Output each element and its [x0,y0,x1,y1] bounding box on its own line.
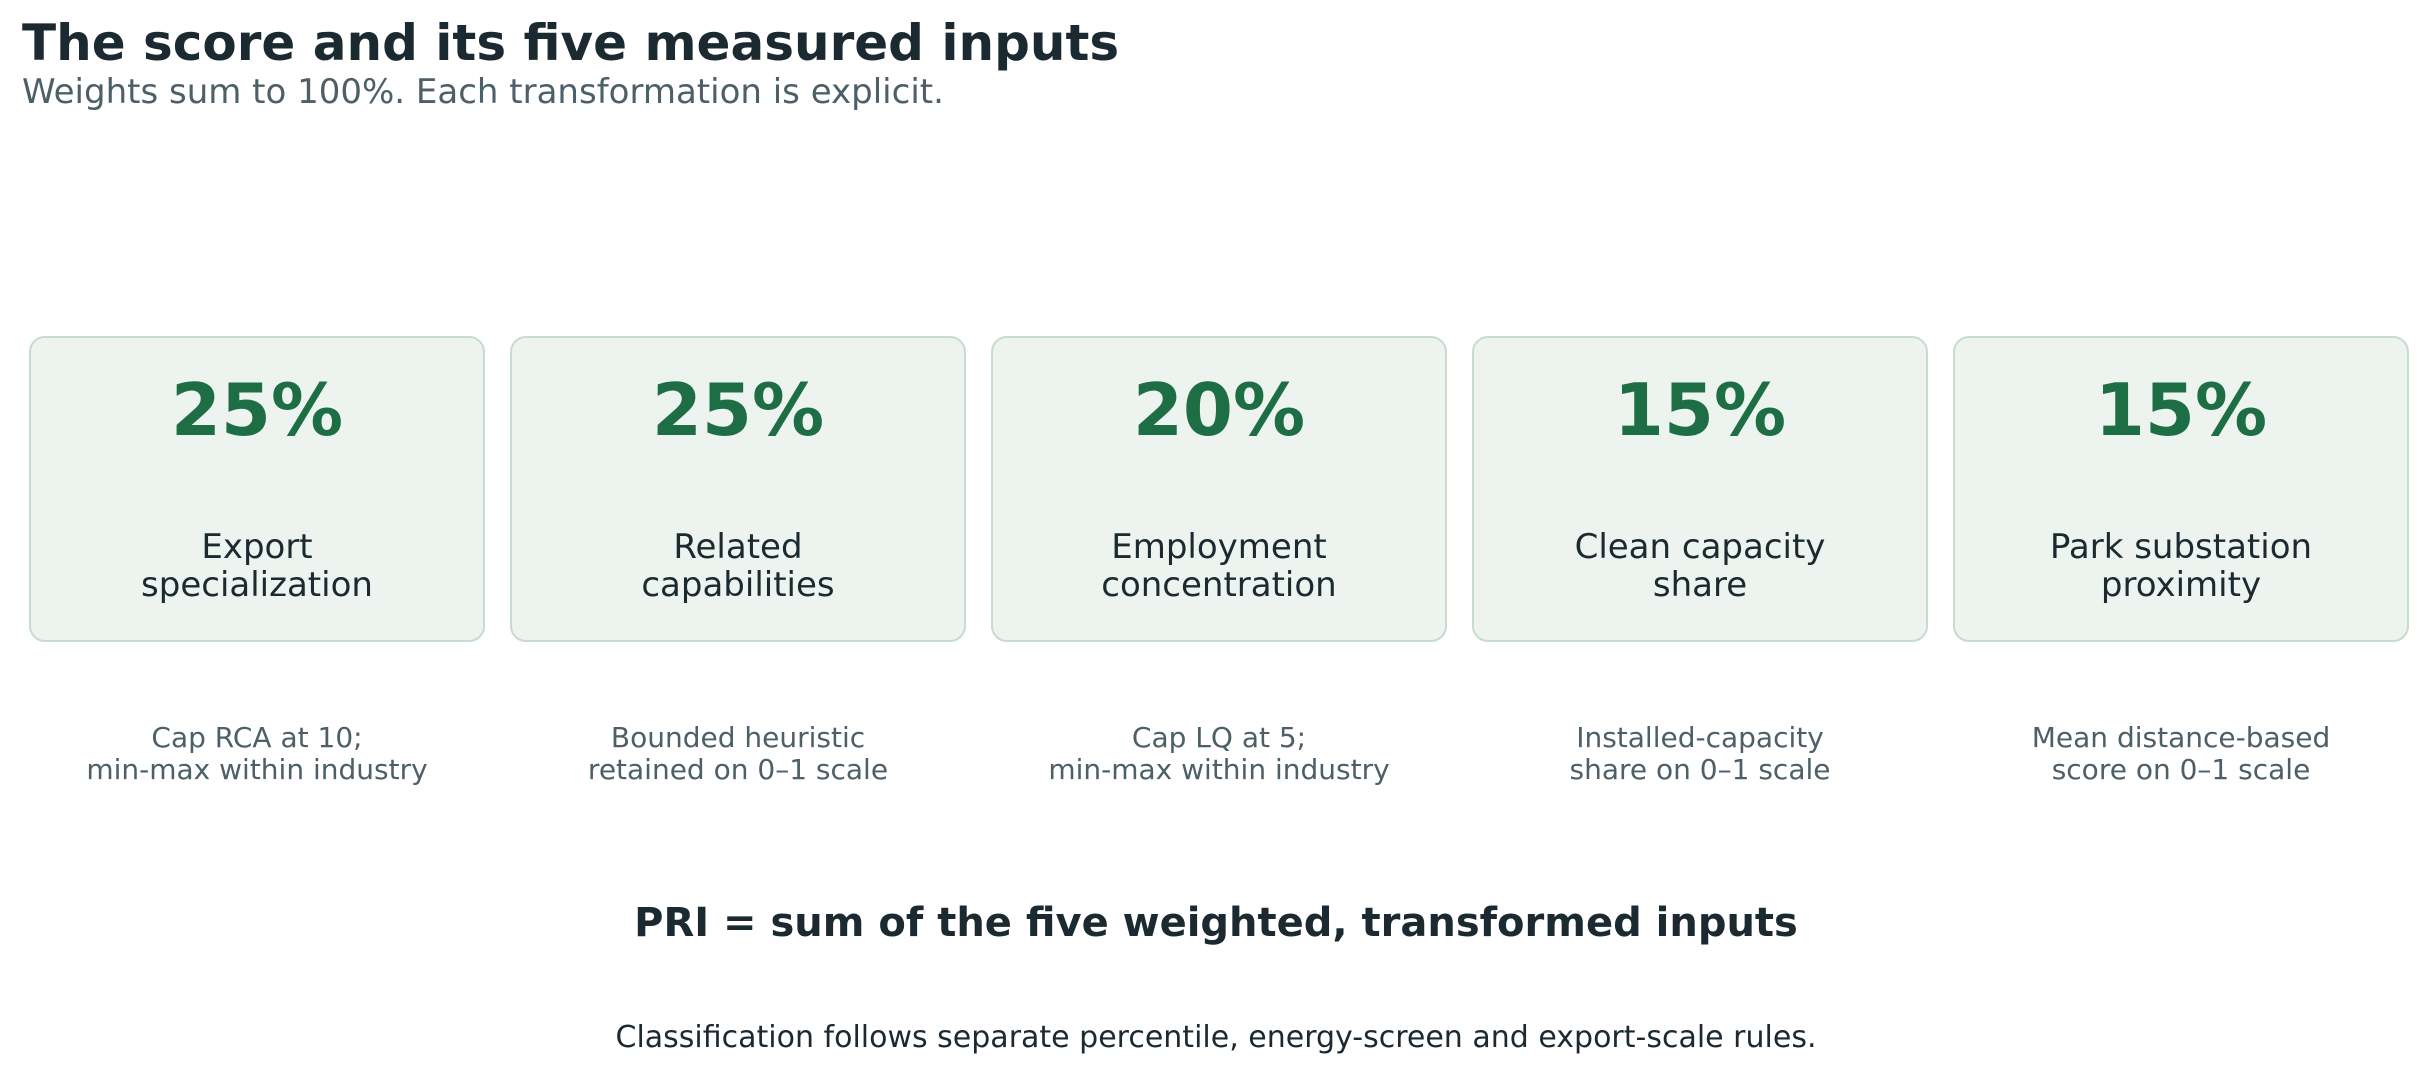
input-card-employment-concentration: 20% Employment concentration [991,336,1447,642]
transformation-note: Mean distance-based score on 0–1 scale [2031,721,2331,786]
transformation-note: Cap LQ at 5; min-max within industry [1048,721,1390,786]
input-cards: 25% Export specialization 25% Related ca… [29,336,2409,646]
page-title: The score and its five measured inputs [22,14,1120,72]
page-subtitle: Weights sum to 100%. Each transformation… [22,72,944,112]
input-label: Export specialization [141,527,373,605]
input-weight: 25% [170,368,344,452]
transformation-note: Cap RCA at 10; min-max within industry [86,721,428,786]
input-weight: 15% [2094,368,2268,452]
formula: PRI = sum of the five weighted, transfor… [634,900,1798,946]
transformation-note: Installed-capacity share on 0–1 scale [1569,721,1831,786]
input-weight: 20% [1132,368,1306,452]
input-label: Related capabilities [641,527,835,605]
input-weight: 25% [651,368,825,452]
transformation-note: Bounded heuristic retained on 0–1 scale [587,721,889,786]
classification-footnote: Classification follows separate percenti… [615,1020,1817,1055]
input-card-related-capabilities: 25% Related capabilities [510,336,966,642]
input-label: Park substation proximity [2049,527,2313,605]
input-weight: 15% [1613,368,1787,452]
input-card-export-specialization: 25% Export specialization [29,336,485,642]
input-label: Clean capacity share [1574,527,1826,605]
input-label: Employment concentration [1101,527,1337,605]
input-card-park-substation-proximity: 15% Park substation proximity [1953,336,2409,642]
input-card-clean-capacity-share: 15% Clean capacity share [1472,336,1928,642]
